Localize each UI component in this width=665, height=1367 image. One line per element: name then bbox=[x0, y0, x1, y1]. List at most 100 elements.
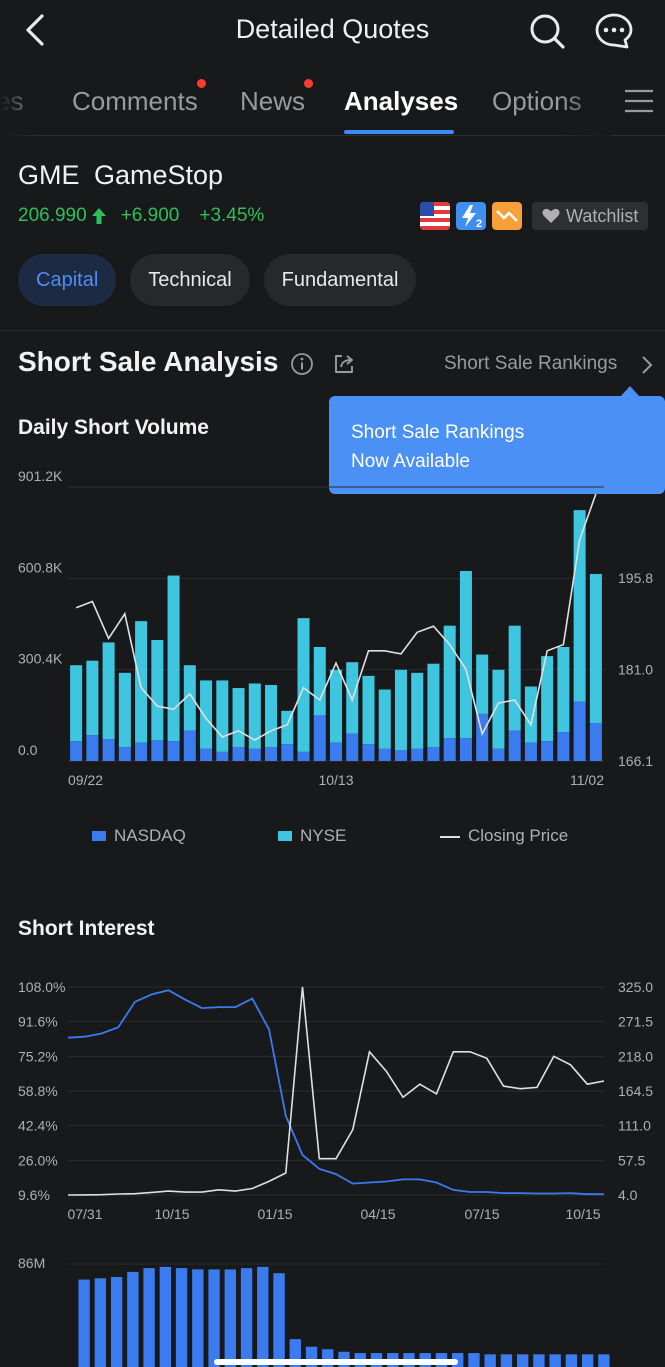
badge-row: 2 Watchlist bbox=[420, 202, 649, 230]
bar-shares-short bbox=[565, 1354, 578, 1367]
bar-nasdaq bbox=[524, 742, 537, 761]
y-tick-label: 58.8% bbox=[18, 1083, 58, 1099]
bar-nasdaq bbox=[394, 750, 407, 761]
x-tick-label: 07/31 bbox=[67, 1206, 102, 1222]
y-tick-label: 901.2K bbox=[18, 470, 63, 484]
bar-shares-short bbox=[208, 1269, 220, 1367]
short-interest-chart[interactable]: 108.0% 91.6% 75.2% 58.8% 42.4% 26.0% 9.6% 325.0… bbox=[0, 970, 665, 1230]
bar-nasdaq bbox=[427, 747, 440, 761]
short-sale-icon[interactable] bbox=[492, 202, 522, 230]
bar-nyse bbox=[200, 680, 213, 749]
y-tick-label: 26.0% bbox=[18, 1152, 58, 1168]
bar-nasdaq bbox=[443, 738, 456, 761]
tooltip-line-1: Short Sale Rankings bbox=[351, 422, 525, 443]
tab-news[interactable]: News bbox=[240, 79, 314, 117]
bar-nyse bbox=[265, 684, 278, 748]
bar-nyse bbox=[151, 639, 164, 741]
bar-nyse bbox=[216, 680, 229, 752]
bar-shares-short bbox=[581, 1354, 594, 1367]
bar-nasdaq bbox=[200, 748, 213, 761]
back-icon[interactable] bbox=[18, 12, 54, 48]
chevron-right-icon[interactable] bbox=[640, 355, 654, 375]
bar-nasdaq bbox=[135, 742, 148, 761]
bar-nasdaq bbox=[167, 741, 180, 761]
stock-name: GameStop bbox=[94, 160, 224, 190]
bar-nasdaq bbox=[573, 701, 586, 761]
legend-nyse[interactable]: NYSE bbox=[278, 826, 346, 846]
legend-label: Closing Price bbox=[468, 826, 569, 845]
watchlist-label: Watchlist bbox=[566, 205, 639, 226]
bar-nasdaq bbox=[508, 730, 521, 761]
search-icon[interactable] bbox=[528, 12, 566, 50]
bar-nyse bbox=[492, 669, 505, 749]
bar-shares-short bbox=[240, 1268, 253, 1367]
bar-nyse bbox=[118, 672, 131, 748]
legend-closing-price[interactable]: Closing Price bbox=[440, 826, 568, 846]
info-icon[interactable] bbox=[290, 352, 314, 376]
bar-nyse bbox=[70, 665, 83, 742]
bar-shares-short bbox=[598, 1354, 610, 1367]
tab-analyses[interactable]: Analyses bbox=[344, 86, 459, 116]
watchlist-button[interactable]: Watchlist bbox=[532, 202, 649, 230]
menu-icon[interactable] bbox=[624, 88, 654, 114]
bar-shares-short bbox=[143, 1268, 155, 1367]
chip-fundamental[interactable]: Fundamental bbox=[263, 254, 417, 306]
bar-shares-short bbox=[110, 1277, 123, 1367]
x-tick-label: 09/22 bbox=[68, 772, 103, 788]
daily-short-volume-chart[interactable]: 901.2K 600.8K 300.4K 0.0 195.8 181.0 166.1 09/2… bbox=[0, 470, 665, 800]
bar-nyse bbox=[248, 683, 261, 749]
bar-nasdaq bbox=[459, 738, 472, 761]
bar-nyse bbox=[411, 672, 424, 749]
bar-nasdaq bbox=[492, 748, 505, 761]
bar-nasdaq bbox=[346, 733, 359, 761]
bar-shares-short bbox=[224, 1269, 236, 1367]
y-tick-label: 0.0 bbox=[18, 742, 38, 758]
bar-nyse bbox=[183, 665, 196, 731]
bar-shares-short bbox=[78, 1279, 90, 1367]
bar-nyse bbox=[362, 675, 375, 745]
y-right-tick-label: 218.0 bbox=[618, 1048, 653, 1064]
legend-swatch bbox=[92, 831, 106, 841]
legend-swatch bbox=[440, 836, 460, 838]
tabs-fade-left bbox=[0, 66, 40, 136]
level2-quote-icon[interactable]: 2 bbox=[456, 202, 486, 230]
bar-nyse bbox=[378, 689, 391, 749]
x-tick-label: 04/15 bbox=[360, 1206, 395, 1222]
short-sale-rankings-link[interactable]: Short Sale Rankings bbox=[444, 353, 618, 374]
price-change: +6.900 bbox=[120, 205, 180, 226]
top-bar: Detailed Quotes bbox=[0, 0, 665, 62]
price-line bbox=[67, 986, 605, 1196]
y-right-tick-label: 4.0 bbox=[618, 1187, 638, 1203]
notification-dot bbox=[304, 79, 314, 88]
section-title: Short Sale Analysis bbox=[18, 346, 279, 377]
bar-nasdaq bbox=[265, 747, 278, 761]
share-icon[interactable] bbox=[332, 352, 356, 376]
rankings-tooltip[interactable]: Short Sale Rankings Now Available bbox=[329, 396, 665, 494]
bar-nyse bbox=[427, 663, 440, 748]
tab-comments[interactable]: Comments bbox=[72, 79, 206, 117]
y-right-tick-label: 181.0 bbox=[618, 661, 653, 677]
bar-nyse bbox=[86, 660, 99, 736]
heart-icon bbox=[542, 208, 560, 223]
bar-nyse bbox=[167, 575, 180, 742]
chip-label: Technical bbox=[148, 268, 232, 291]
chip-technical[interactable]: Technical bbox=[130, 254, 250, 306]
bar-nasdaq bbox=[86, 735, 99, 761]
last-price: 206.990 bbox=[18, 205, 87, 226]
chip-capital[interactable]: Capital bbox=[18, 254, 117, 306]
chip-label: Capital bbox=[36, 268, 99, 291]
shares-short-bar-chart[interactable]: 86M bbox=[0, 1248, 665, 1367]
y-right-tick-label: 57.5 bbox=[618, 1152, 645, 1168]
y-tick-label: 108.0% bbox=[18, 979, 65, 995]
y-right-tick-label: 166.1 bbox=[618, 753, 653, 769]
bar-nasdaq bbox=[281, 744, 294, 761]
bar-nasdaq bbox=[589, 722, 602, 761]
bar-shares-short bbox=[533, 1354, 545, 1367]
y-right-tick-label: 164.5 bbox=[618, 1083, 653, 1099]
chip-label: Fundamental bbox=[281, 268, 399, 291]
bar-nasdaq bbox=[102, 739, 115, 761]
legend-nasdaq[interactable]: NASDAQ bbox=[92, 826, 186, 846]
chat-more-icon[interactable] bbox=[594, 12, 634, 50]
bar-nasdaq bbox=[362, 744, 375, 761]
bar-nasdaq bbox=[541, 741, 554, 761]
